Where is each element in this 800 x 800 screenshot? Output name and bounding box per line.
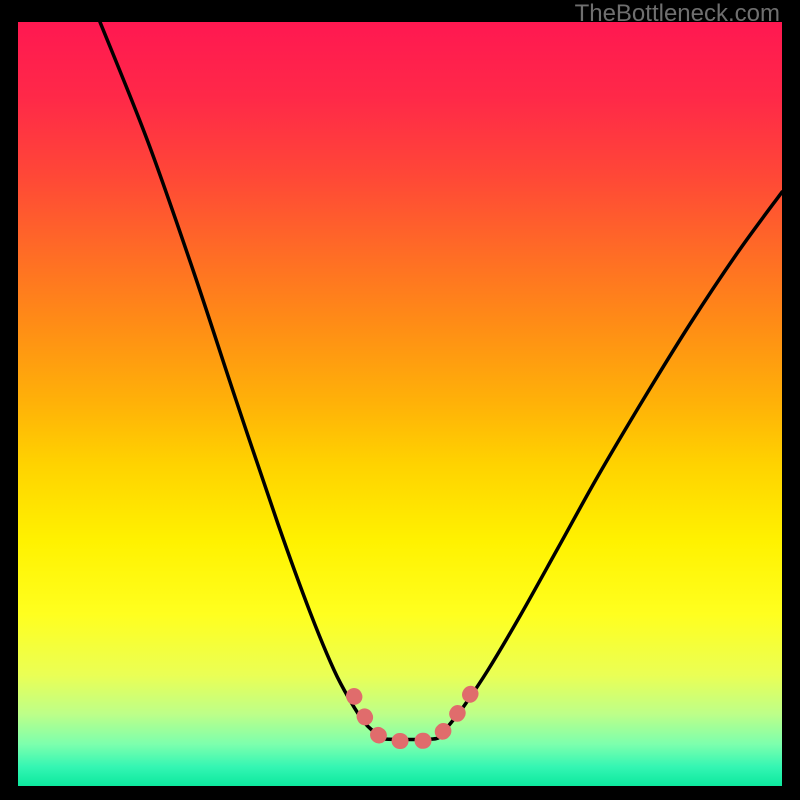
watermark-text: TheBottleneck.com bbox=[575, 0, 780, 28]
chart-background bbox=[18, 22, 782, 786]
chart-frame bbox=[18, 22, 782, 786]
chart-svg bbox=[18, 22, 782, 786]
